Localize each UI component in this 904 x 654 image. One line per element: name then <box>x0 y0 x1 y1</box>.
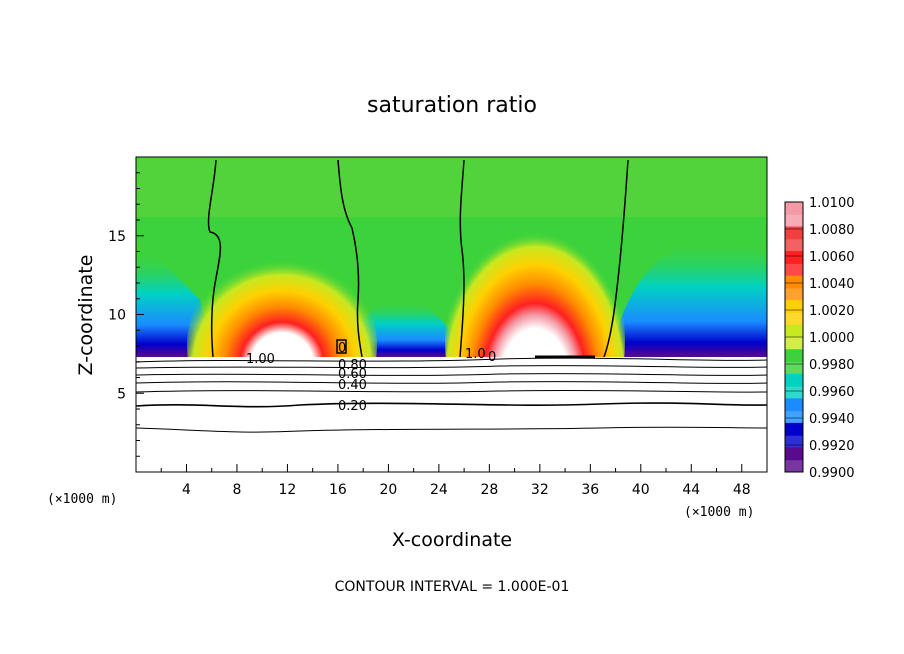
colorbar-swatch <box>785 238 803 252</box>
colorbar-swatch <box>785 410 803 424</box>
x-tick-label: 24 <box>430 482 448 498</box>
contour-label: 1.00 <box>246 352 275 367</box>
colorbar-swatch <box>785 287 803 301</box>
x-axis-ticks: 4 8 12 16 20 24 28 32 36 40 44 48 <box>160 464 751 498</box>
subsaturated-region-center <box>352 300 462 357</box>
contour-label: 0.80 <box>338 358 367 373</box>
colorbar-label: 0.9920 <box>809 439 855 454</box>
colorbar-swatch <box>785 324 803 338</box>
colorbar-swatch <box>785 337 803 350</box>
contour-line <box>459 159 465 358</box>
colorbar-swatch <box>785 373 803 387</box>
x-tick-label: 12 <box>279 482 297 498</box>
colorbar-swatch <box>785 226 803 240</box>
colorbar-label: 0.9980 <box>809 358 855 373</box>
y-axis-ticks: 5 10 15 <box>108 172 144 457</box>
colorbar-label: 1.0060 <box>809 250 855 265</box>
contour-label: 0.40 <box>338 378 367 393</box>
subsaturated-region-right <box>612 239 767 357</box>
colorbar-swatch <box>785 349 803 363</box>
contour-label: 0 <box>488 350 496 365</box>
colorbar-swatch <box>785 447 803 461</box>
x-tick-label: 4 <box>182 482 191 498</box>
x-tick-label: 36 <box>581 482 599 498</box>
x-tick-label: 20 <box>379 482 397 498</box>
y-unit-label: (×1000 m) <box>47 492 117 507</box>
colorbar-label: 0.9960 <box>809 385 855 400</box>
y-axis-title: Z-coordinate <box>75 255 97 376</box>
x-tick-label: 28 <box>480 482 498 498</box>
colorbar-label: 0.9900 <box>809 466 855 481</box>
colorbar-swatch <box>785 214 803 228</box>
x-unit-label: (×1000 m) <box>684 505 754 520</box>
y-tick-label: 10 <box>108 308 126 324</box>
contour-interval-note: CONTOUR INTERVAL = 1.000E-01 <box>335 579 570 595</box>
colorbar-label: 1.0080 <box>809 223 855 238</box>
upper-band <box>136 157 767 217</box>
colorbar-swatch <box>785 263 803 277</box>
x-axis-title: X-coordinate <box>392 529 512 551</box>
x-tick-label: 16 <box>329 482 347 498</box>
contour-label: 0.20 <box>338 399 367 414</box>
colorbar-label: 1.0000 <box>809 331 855 346</box>
contour-line <box>207 159 222 358</box>
colorbar-label: 1.0040 <box>809 277 855 292</box>
plot-area <box>136 157 767 472</box>
contour-line <box>136 373 767 376</box>
dry-lower-region <box>136 357 767 472</box>
x-tick-label: 40 <box>632 482 650 498</box>
contour-line <box>136 357 767 363</box>
contour-labels: 1.00 0.80 0.60 0.40 0.20 1.0 0 0 <box>246 341 496 414</box>
colorbar-swatch <box>785 202 803 215</box>
colorbar-swatch <box>785 435 803 448</box>
contour-label: 0 <box>338 341 346 356</box>
colorbar: 1.0100 1.0080 1.0060 1.0040 1.0020 1.0000 0.99… <box>784 196 855 481</box>
x-tick-label: 8 <box>232 482 241 498</box>
contour-label: 1.0 <box>465 347 486 362</box>
chart-title: saturation ratio <box>367 93 537 118</box>
contour-line <box>136 426 767 433</box>
colorbar-swatch <box>785 386 803 399</box>
colorbar-swatch <box>785 398 803 412</box>
contour-line <box>603 159 629 358</box>
x-tick-label: 44 <box>682 482 700 498</box>
y-tick-label: 5 <box>117 386 126 402</box>
contour-line <box>136 389 767 393</box>
colorbar-label: 0.9940 <box>809 412 855 427</box>
colorbar-swatch <box>785 300 803 313</box>
contour-line <box>136 381 767 384</box>
x-tick-label: 32 <box>531 482 549 498</box>
colorbar-swatch <box>785 361 803 375</box>
contour-line <box>136 402 767 408</box>
contour-line <box>337 159 363 358</box>
colorbar-swatch <box>785 251 803 264</box>
x-tick-label: 48 <box>733 482 751 498</box>
y-tick-label: 15 <box>108 229 126 245</box>
colorbar-swatch <box>785 422 803 436</box>
contour-line <box>136 365 767 369</box>
contour-line <box>336 339 347 354</box>
colorbar-swatch <box>785 275 803 289</box>
colorbar-swatch <box>785 312 803 326</box>
colorbar-label: 1.0020 <box>809 304 855 319</box>
contour-label: 0.60 <box>338 367 367 382</box>
colorbar-label: 1.0100 <box>809 196 855 211</box>
colorbar-swatch <box>785 459 803 473</box>
